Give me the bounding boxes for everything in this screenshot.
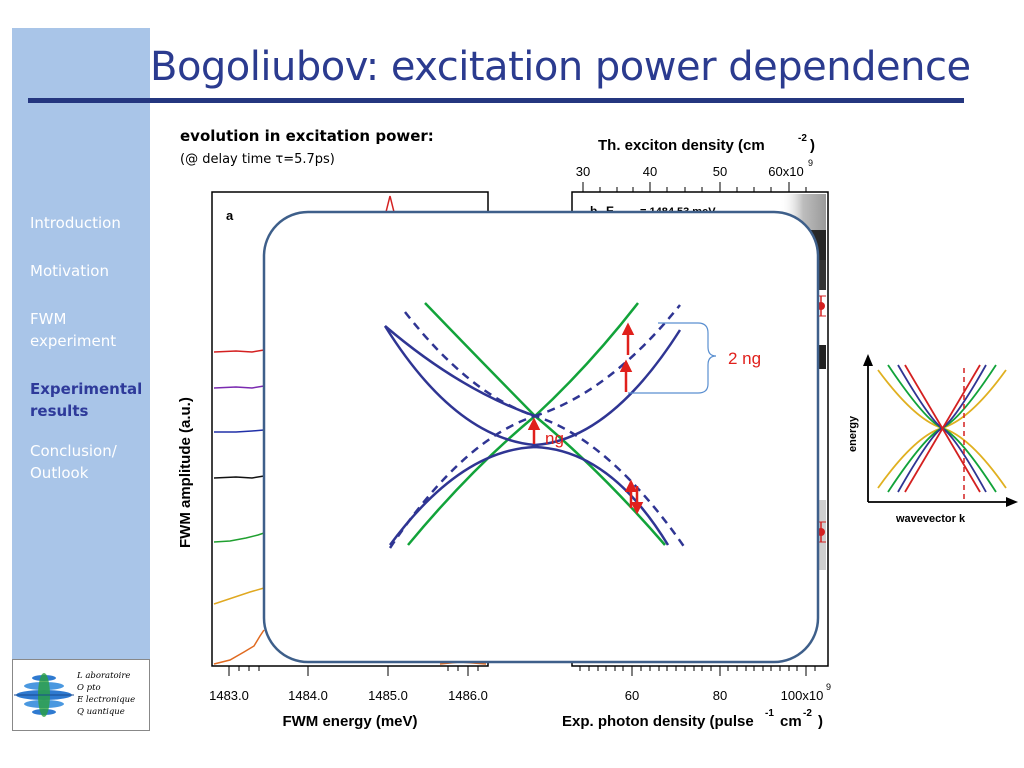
right-top-tick-1: 40 bbox=[643, 164, 657, 179]
nav-item-experimental-results[interactable]: Experimental results bbox=[30, 380, 143, 420]
spectrum-trace-yellow bbox=[213, 587, 265, 605]
logo-line-2: O pto bbox=[77, 683, 101, 693]
left-xtick-0: 1483.0 bbox=[209, 688, 249, 703]
slide-subtitle: evolution in excitation power: bbox=[180, 127, 434, 145]
spectrum-trace-black bbox=[213, 475, 265, 479]
dispersion-curves bbox=[877, 364, 1007, 493]
bogoliubov-upper-branch bbox=[383, 325, 682, 447]
dispersion-xlabel: wavevector k bbox=[895, 513, 966, 525]
left-xtick-3: 1486.0 bbox=[448, 688, 488, 703]
right-top-tick-3: 60x10 bbox=[768, 164, 803, 179]
spectrum-trace-orange bbox=[213, 629, 265, 665]
left-plot-xlabel: FWM energy (meV) bbox=[282, 713, 417, 730]
title-underline bbox=[28, 98, 964, 103]
left-xtick-2: 1485.0 bbox=[368, 688, 408, 703]
right-top-axis-sup: -2 bbox=[798, 133, 807, 144]
spectrum-peak-red bbox=[385, 195, 395, 213]
inset-frame bbox=[262, 210, 820, 664]
slide-title: Bogoliubov: excitation power dependence bbox=[150, 44, 971, 90]
label-2ng: 2 ng bbox=[728, 349, 761, 368]
spectrum-trace-red bbox=[213, 349, 265, 353]
dispersion-ylabel: energy bbox=[847, 415, 859, 452]
spectrum-trace-blue bbox=[214, 429, 265, 433]
right-bottom-ticks bbox=[579, 666, 816, 676]
right-top-axis-label: Th. exciton density (cm bbox=[598, 137, 765, 154]
bogoliubov-upper-left-lower-arm bbox=[384, 325, 536, 418]
left-plot-xticks bbox=[228, 666, 479, 676]
label-ng: ng bbox=[545, 429, 564, 448]
nav-item-motivation[interactable]: Motivation bbox=[30, 262, 109, 280]
bracket-2ng bbox=[628, 322, 717, 394]
left-plot-panel-label: a bbox=[226, 208, 234, 223]
left-xtick-1: 1484.0 bbox=[288, 688, 328, 703]
logo-line-1: L aboratoire bbox=[77, 671, 131, 681]
sidebar-nav: Introduction Motivation FWM experiment E… bbox=[30, 212, 148, 510]
left-plot: a FWM amplitude (a.u.) 1483.0 1484.0 148… bbox=[177, 191, 489, 730]
right-top-axis-label-end: ) bbox=[810, 137, 815, 154]
spectrum-trace-green bbox=[213, 532, 265, 543]
logo-line-3: E lectronique bbox=[77, 695, 136, 705]
right-bottom-axis-label-b: cm bbox=[780, 713, 802, 730]
right-bottom-tick-1: 80 bbox=[713, 688, 727, 703]
nav-item-conclusion-outlook[interactable]: Conclusion/ Outlook bbox=[30, 442, 117, 482]
right-top-tick-sup: 9 bbox=[808, 158, 813, 168]
right-bottom-tick-0: 60 bbox=[625, 688, 639, 703]
right-bottom-axis-sup-b: -2 bbox=[803, 708, 812, 719]
right-bottom-tick-sup: 9 bbox=[826, 682, 831, 692]
slide-subnote: (@ delay time τ=5.7ps) bbox=[180, 152, 335, 167]
spectrum-trace-purple bbox=[213, 385, 265, 389]
right-bottom-axis-label-end: ) bbox=[818, 713, 823, 730]
left-plot-ylabel: FWM amplitude (a.u.) bbox=[177, 397, 194, 548]
right-top-tick-2: 50 bbox=[713, 164, 727, 179]
dashed-branch-lower bbox=[388, 414, 687, 549]
nav-item-introduction[interactable]: Introduction bbox=[30, 214, 121, 232]
right-top-tick-0: 30 bbox=[576, 164, 590, 179]
right-bottom-axis-label-a: Exp. photon density (pulse bbox=[562, 713, 754, 730]
nav-item-fwm-experiment[interactable]: FWM experiment bbox=[30, 310, 117, 350]
right-bottom-tick-2: 100x10 bbox=[781, 688, 824, 703]
lab-logo-text: L aboratoire O pto E lectronique Q uanti… bbox=[77, 670, 135, 718]
right-bottom-axis-sup-a: -1 bbox=[765, 708, 774, 719]
lab-logo: L aboratoire O pto E lectronique Q uanti… bbox=[12, 659, 150, 731]
bogoliubov-inset: 2 ng ng bbox=[262, 210, 820, 664]
logo-line-4: Q uantique bbox=[77, 707, 125, 717]
sidebar bbox=[12, 28, 150, 730]
right-top-ticks bbox=[582, 182, 807, 192]
dispersion-plot: energy wavevector k bbox=[847, 354, 1018, 525]
